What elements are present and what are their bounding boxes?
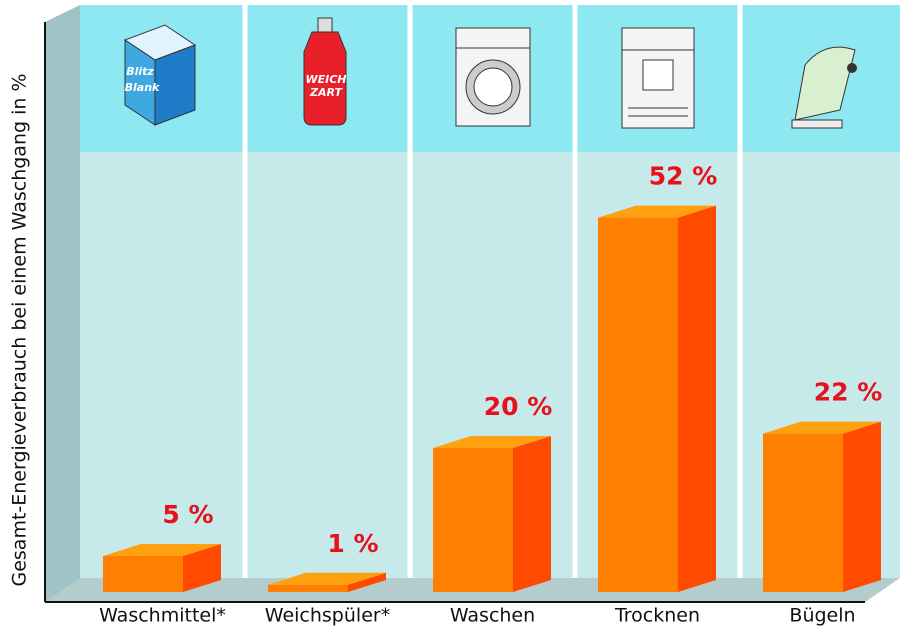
y-axis-label: Gesamt-Energieverbrauch bei einem Waschg… <box>9 73 31 586</box>
x-tick-label: Trocknen <box>614 605 700 627</box>
washer-icon <box>456 28 530 126</box>
value-label: 5 % <box>162 500 213 529</box>
chart: Gesamt-Energieverbrauch bei einem Waschg… <box>0 0 903 631</box>
x-tick-label: Bügeln <box>789 605 855 627</box>
icon-text: ZART <box>309 86 343 99</box>
icon-text: Blank <box>125 81 160 94</box>
bar-side <box>513 436 551 592</box>
icon-text: WEICH <box>305 73 346 86</box>
bar-side <box>843 422 881 592</box>
x-tick-label: Waschen <box>450 605 535 627</box>
value-label: 20 % <box>484 392 553 421</box>
value-label: 52 % <box>649 162 718 191</box>
dryer-icon <box>622 28 694 128</box>
icon-text: Blitz <box>126 65 154 78</box>
bar-side <box>678 206 716 592</box>
bar <box>433 448 513 592</box>
bar <box>763 434 843 592</box>
value-label: 1 % <box>327 529 378 558</box>
side-wall <box>45 5 80 602</box>
detergent-icon: Blitz Blank <box>125 25 195 125</box>
value-label: 22 % <box>814 378 883 407</box>
bar <box>103 556 183 592</box>
x-tick-label: Weichspüler* <box>265 605 390 627</box>
page: {"chart_data": {"type": "bar3d", "y_labe… <box>0 0 903 631</box>
bar <box>268 585 348 592</box>
x-tick-label: Waschmittel* <box>99 605 226 627</box>
bar <box>598 218 678 592</box>
